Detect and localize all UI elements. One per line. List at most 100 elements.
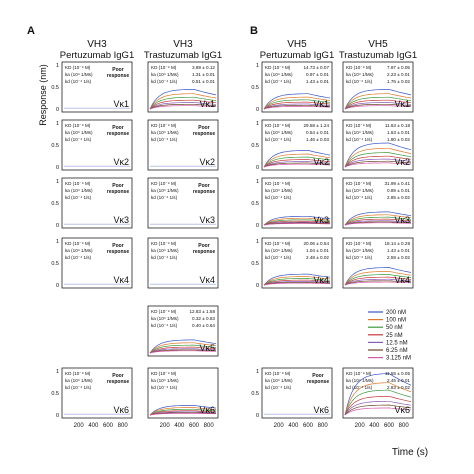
series-line-0 (344, 373, 412, 416)
x-tick-label: 200 (274, 423, 285, 429)
y-tick-label: 1 (256, 239, 259, 245)
series-line-6 (149, 105, 217, 110)
kinetics-label: KD (10⁻⁹ M) (265, 241, 291, 246)
panel-2-0: 0 0.5 1 KD (10⁻⁹ M) 14.73 ± 0.07 ka (10⁴ 1/Ms… (251, 61, 333, 113)
kinetics-label: KD (10⁻⁹ M) (346, 371, 372, 376)
kinetics-label: kd (10⁻⁴ 1/s) (265, 385, 292, 390)
series-line-5 (149, 103, 217, 110)
y-tick-label: 1 (56, 369, 59, 375)
x-tick-label: 800 (204, 423, 215, 429)
panel-3-0: KD (10⁻⁹ M) 7.97 ± 0.05 ka (10⁴ 1/Ms) 2.23 … (342, 61, 414, 113)
series-line-4 (344, 158, 412, 168)
column-antibody-1: Trastuzumab IgG1 (144, 50, 222, 61)
y-axis-title: Response (nm) (38, 64, 48, 126)
series-line-1 (344, 382, 412, 416)
x-tick-label: 800 (318, 423, 329, 429)
kinetics-label: kd (10⁻⁴ 1/s) (265, 79, 292, 84)
kinetics-label: ka (10⁴ 1/Ms) (265, 130, 293, 135)
panel-frame (147, 119, 219, 171)
y-tick-label: 0 (56, 223, 59, 229)
kinetics-label: KD (10⁻⁹ M) (65, 241, 91, 246)
kinetics-label: KD (10⁻⁹ M) (265, 65, 291, 70)
series-line-2 (149, 408, 217, 416)
kinetics-value: 18.14 ± 0.29 (384, 241, 410, 246)
series-line-4 (344, 400, 412, 416)
x-axis-title: Time (s) (392, 447, 428, 458)
series-line-5 (344, 280, 412, 286)
kinetics-label: ka (10⁴ 1/Ms) (346, 130, 374, 135)
panel-2-3: 0 0.5 1 KD (10⁻⁹ M) 20.06 ± 0.54 ka (10⁴ 1/Ms… (251, 237, 333, 289)
kinetics-box: KD (10⁻⁹ M) ka (10⁴ 1/Ms) kd (10⁻⁴ 1/s) Poo… (151, 241, 215, 260)
series-line-6 (344, 162, 412, 168)
series-line-1 (344, 93, 412, 110)
panel-0-0: 0 0.5 1 KD (10⁻⁹ M) ka (10⁴ 1/Ms) kd (10⁻⁴ 1/… (51, 61, 133, 113)
y-tick-label: 0.5 (251, 143, 259, 149)
series-line-5 (344, 221, 411, 226)
series-line-1 (344, 147, 412, 168)
panel-letter-a: A (27, 25, 35, 37)
kinetics-label: kd (10⁻⁴ 1/s) (151, 79, 178, 84)
x-tick-label: 600 (384, 423, 395, 429)
y-tick-label: 0 (256, 413, 259, 419)
series-line-3 (344, 395, 412, 416)
kinetics-box: KD (10⁻⁹ M) ka (10⁴ 1/Ms) kd (10⁻⁴ 1/s) Poo… (265, 371, 329, 390)
series-line-5 (263, 162, 331, 168)
series-line-3 (344, 99, 412, 110)
series-line-0 (149, 405, 217, 416)
kinetics-label: kd (10⁻⁴ 1/s) (151, 195, 178, 200)
x-tick-label: 200 (160, 423, 171, 429)
series-line-5 (344, 160, 412, 168)
series-line-4 (263, 221, 330, 226)
legend-label: 25 nM (386, 333, 403, 339)
kinetics-value: 11.63 ± 0.18 (385, 123, 411, 128)
column-heavy-chain-2: VH5 (287, 39, 307, 50)
kinetics-label: ka (10⁴ 1/Ms) (65, 130, 93, 135)
kinetics-box: KD (10⁻⁹ M) 12.83 ± 1.58 ka (10⁴ 1/Ms) 0.32… (151, 309, 215, 328)
y-tick-label: 1 (56, 121, 59, 127)
row-label: Vκ1 (313, 99, 329, 109)
poor-response-label: Poor (112, 243, 123, 249)
series-line-0 (344, 88, 412, 110)
series-line-0 (149, 88, 217, 110)
kinetics-value: 12.83 ± 1.58 (189, 309, 215, 314)
x-tick-label: 400 (288, 423, 299, 429)
kinetics-label: kd (10⁻⁴ 1/s) (151, 323, 178, 328)
series-line-5 (344, 404, 412, 416)
panel-frame (61, 61, 133, 113)
series-line-5 (263, 282, 330, 286)
kinetics-label: KD (10⁻⁹ M) (265, 181, 291, 186)
kinetics-label: KD (10⁻⁹ M) (151, 371, 177, 376)
poor-response-label: response (193, 131, 215, 137)
kinetics-label: kd (10⁻⁴ 1/s) (346, 79, 373, 84)
series-line-2 (344, 216, 412, 226)
kinetics-label: kd (10⁻⁴ 1/s) (151, 137, 178, 142)
series-line-3 (344, 155, 412, 168)
panel-2-2: 0 0.5 1 KD (10⁻⁹ M) ka (10⁴ 1/Ms) kd (10⁻⁴ 1/… (251, 177, 333, 229)
series-line-6 (263, 282, 331, 286)
kinetics-label: ka (10⁴ 1/Ms) (151, 72, 179, 77)
row-label: Vκ1 (394, 99, 410, 109)
kinetics-label: ka (10⁴ 1/Ms) (265, 188, 293, 193)
series-line-6 (149, 350, 217, 354)
series-line-1 (149, 93, 217, 110)
kinetics-label: ka (10⁴ 1/Ms) (346, 72, 374, 77)
legend-label: 200 nM (386, 310, 406, 316)
panel-0-1: 0 0.5 1 KD (10⁻⁹ M) ka (10⁴ 1/Ms) kd (10⁻⁴ 1/… (51, 119, 133, 171)
kinetics-box: KD (10⁻⁹ M) ka (10⁴ 1/Ms) kd (10⁻⁴ 1/s) Poo… (151, 181, 215, 200)
series-line-2 (344, 389, 412, 416)
kinetics-value: 1.43 ± 0.01 (387, 248, 410, 253)
kinetics-label: KD (10⁻⁹ M) (151, 181, 177, 186)
column-antibody-3: Trastuzumab IgG1 (339, 50, 417, 61)
row-label: Vκ3 (313, 215, 329, 225)
kinetics-label: kd (10⁻⁴ 1/s) (65, 385, 92, 390)
y-tick-label: 0.5 (251, 85, 259, 91)
y-tick-label: 0 (56, 283, 59, 289)
y-tick-label: 0.5 (251, 261, 259, 267)
kinetics-label: ka (10⁴ 1/Ms) (265, 248, 293, 253)
panel-3-2: KD (10⁻⁹ M) 31.99 ± 0.41 ka (10⁴ 1/Ms) 0.89… (342, 177, 414, 229)
series-line-1 (263, 217, 331, 226)
series-line-5 (149, 349, 216, 354)
panel-3-3: KD (10⁻⁹ M) 18.14 ± 0.29 ka (10⁴ 1/Ms) 1.43… (342, 237, 414, 289)
poor-response-label: Poor (198, 243, 209, 249)
kinetics-label: ka (10⁴ 1/Ms) (346, 188, 374, 193)
